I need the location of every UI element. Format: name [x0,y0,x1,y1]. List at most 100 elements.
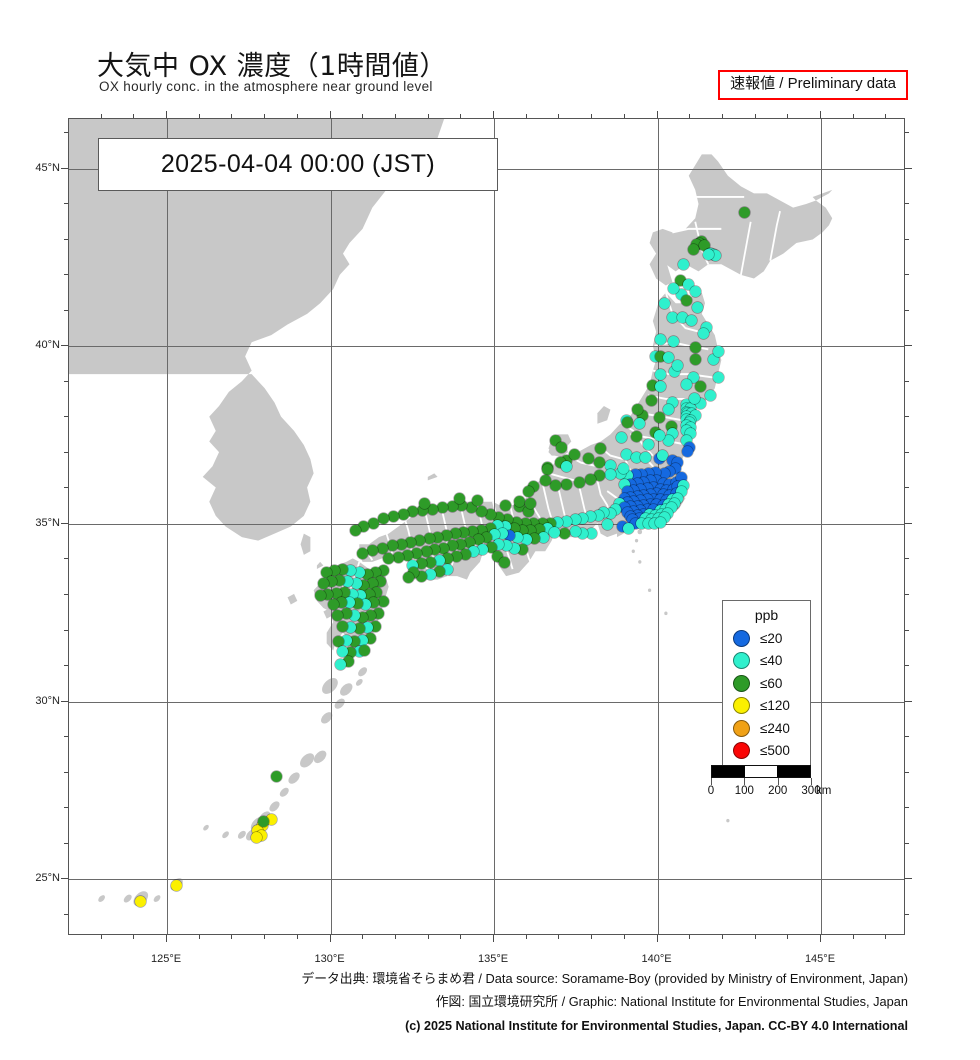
data-point [383,553,395,565]
data-point [333,636,345,648]
map-plot-area[interactable] [68,118,905,935]
data-point [642,518,654,530]
data-point [489,529,501,541]
data-point [459,548,471,560]
y-axis-tick [64,771,68,773]
data-point [419,497,431,509]
y-axis-tick [64,238,68,240]
landmass [300,533,311,555]
legend-color-swatch-icon [733,629,750,647]
data-point [653,411,665,423]
island [334,698,345,709]
data-point [702,249,714,261]
x-axis-tick-top [656,111,658,118]
data-point [258,816,270,828]
data-point [689,341,701,353]
data-point [366,578,378,590]
data-point [568,449,580,461]
island [634,538,639,543]
footer-copyright: (c) 2025 National Institute for Environm… [405,1019,908,1033]
data-point [407,560,419,572]
data-point [484,522,496,534]
data-point [334,658,346,670]
scale-tick [777,778,779,785]
data-point [499,499,511,511]
y-axis-tick [64,593,68,595]
data-point [314,590,326,602]
legend-item-label: ≤500 [760,743,790,759]
island [355,679,363,686]
x-axis-label: 130°E [314,953,345,965]
data-point [361,568,373,580]
data-point [676,311,688,323]
data-point [370,567,382,579]
data-point [407,506,419,517]
data-point [348,610,360,622]
scale-label: 200 [768,785,788,797]
data-point [467,526,479,538]
x-axis-tick [427,935,429,939]
data-point [623,522,635,534]
y-axis-tick [64,380,68,382]
data-point [337,620,349,632]
y-axis-tick [64,558,68,560]
y-axis-tick-right [905,807,909,809]
x-axis-tick [819,935,821,942]
island [269,801,280,812]
x-axis-tick-top [296,114,298,118]
prefecture-border [740,221,752,276]
data-point [500,540,512,552]
legend-title: ppb [754,607,779,623]
data-point [620,449,632,461]
timestamp-box: 2025-04-04 00:00 (JST) [98,138,498,191]
data-point [476,506,488,517]
data-point [361,622,373,634]
island [321,712,333,724]
x-axis-tick [460,935,462,939]
x-axis-tick-top [427,114,429,118]
data-point [517,524,529,536]
data-point [446,540,458,552]
data-point [577,513,589,525]
landmass [287,593,298,605]
x-axis-tick [394,935,396,939]
data-point [682,445,694,457]
legend-item-label: ≤120 [760,698,790,714]
data-point [569,514,581,526]
data-point [669,366,681,378]
data-point [656,450,668,462]
data-point [368,597,380,609]
data-point [683,278,695,290]
data-point [634,418,646,430]
x-axis-tick-top [623,114,625,118]
data-point [675,486,687,498]
data-point [458,527,470,539]
data-point [374,575,386,587]
data-point [471,495,483,507]
data-point [134,895,146,907]
legend-item-label: ≤240 [760,720,790,736]
scale-bar: 0 100 200 300 km [708,765,831,799]
data-point [464,536,476,548]
x-axis-tick [264,935,266,939]
data-point [577,528,589,540]
data-point [337,563,349,575]
data-point [519,518,531,530]
legend: ppb ≤20 ≤40 ≤60 ≤120 ≤240 ≤500 [722,600,811,770]
y-axis-tick-right [905,558,909,560]
x-axis-tick-top [493,111,495,118]
y-axis-tick-right [905,380,909,382]
data-point [561,478,573,490]
data-point [528,518,540,530]
legend-color-swatch-icon [733,674,750,692]
data-point [393,552,405,564]
gridline-vertical [167,119,169,934]
data-point [558,528,570,540]
data-point [366,545,378,557]
legend-item-label: ≤20 [760,630,783,646]
y-axis-label: 45°N [35,161,60,174]
data-point [667,335,679,347]
y-axis-tick-right [905,665,909,667]
x-axis-tick-top [166,111,168,118]
data-point [424,568,436,580]
